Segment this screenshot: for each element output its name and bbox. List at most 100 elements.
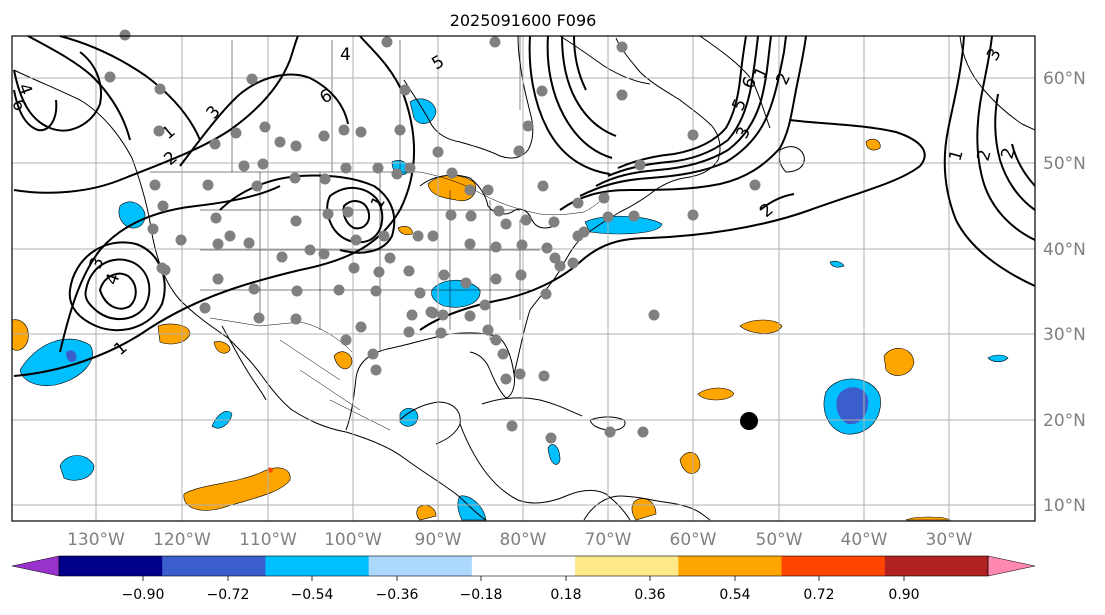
station-marker — [479, 299, 491, 311]
lon-label: 130°W — [67, 530, 125, 550]
station-marker — [338, 124, 350, 136]
station-marker — [572, 197, 584, 209]
station-marker — [403, 265, 415, 277]
lat-label: 60°N — [1043, 69, 1086, 89]
contour-cutoff-low-2 — [84, 258, 151, 320]
station-marker — [490, 241, 502, 253]
map-title: 2025091600 F096 — [450, 11, 597, 30]
coast-south-america — [583, 495, 711, 521]
colorbar-tick-label: −0.90 — [122, 587, 165, 603]
station-marker — [248, 283, 260, 295]
station-marker — [381, 36, 393, 48]
station-marker — [291, 285, 303, 297]
station-marker — [319, 173, 331, 185]
contour-canada-low-west-3 — [561, 35, 617, 137]
contour-trough-3 — [342, 200, 370, 230]
station-marker — [399, 84, 411, 96]
colorbar-tick-label: 0.72 — [803, 587, 834, 603]
lat-label: 50°N — [1043, 154, 1086, 174]
station-marker — [482, 324, 494, 336]
station-marker — [230, 127, 242, 139]
contour-6-canada — [617, 35, 747, 169]
contour-2-canada — [559, 35, 807, 211]
station-marker — [634, 159, 646, 171]
lat-label: 10°N — [1043, 496, 1086, 516]
shade-blue-hudson — [409, 98, 437, 124]
station-marker — [276, 251, 288, 263]
station-marker — [318, 248, 330, 260]
lat-label: 20°N — [1043, 411, 1086, 431]
station-marker — [238, 160, 250, 172]
contour-upper-left-3 — [59, 35, 201, 141]
station-marker — [500, 373, 512, 385]
colorbar-tick-label: −0.54 — [291, 587, 334, 603]
contour-canada-low-west — [528, 35, 611, 175]
lat-label: 30°N — [1043, 325, 1086, 345]
political-borders — [150, 36, 611, 431]
lon-label: 60°W — [670, 530, 717, 550]
shade-orange-west-edge — [11, 319, 29, 351]
station-marker — [548, 216, 560, 228]
lon-label: 120°W — [153, 530, 211, 550]
contour-label: 4 — [340, 45, 351, 65]
contour-label: 2 — [974, 148, 996, 164]
station-marker — [370, 364, 382, 376]
contour-cutoff-low-3 — [98, 272, 137, 310]
border-states-2 — [420, 190, 540, 340]
colorbar-segment — [678, 556, 783, 576]
station-marker — [489, 36, 501, 48]
station-marker — [541, 242, 553, 254]
station-marker — [616, 41, 628, 53]
station-marker — [540, 288, 552, 300]
contour-canada-low-west-2 — [546, 35, 613, 159]
station-marker — [322, 208, 334, 220]
coast-pacific-na — [13, 69, 487, 521]
colorbar-segment — [575, 556, 679, 576]
station-marker — [157, 200, 169, 212]
shade-orange-atl-b — [697, 387, 735, 401]
lon-label: 70°W — [585, 530, 632, 550]
station-marker — [251, 180, 263, 192]
border-canada-provinces — [231, 36, 521, 172]
station-marker — [384, 252, 396, 264]
colorbar-tick-label: −0.36 — [376, 587, 419, 603]
contours — [13, 35, 1036, 377]
coast-hudson-bay — [403, 35, 534, 159]
station-marker — [149, 179, 161, 191]
shade-red-pacific-dot — [268, 467, 273, 473]
shade-orange-mexico-w — [213, 341, 231, 354]
station-marker — [289, 172, 301, 184]
station-marker — [355, 126, 367, 138]
station-marker — [367, 348, 379, 360]
station-marker — [257, 158, 269, 170]
storm-center-marker — [740, 412, 758, 430]
station-marker — [394, 124, 406, 136]
station-marker — [290, 215, 302, 227]
border-us-canada — [150, 171, 611, 216]
station-marker — [304, 244, 316, 256]
station-marker — [340, 334, 352, 346]
coast-atlantic-us — [513, 193, 651, 375]
lat-label: 40°N — [1043, 240, 1086, 260]
contour-label: 2 — [998, 146, 1020, 162]
station-marker — [147, 223, 159, 235]
shade-purple-atlantic-low — [836, 387, 869, 425]
colorbar-segment — [781, 556, 886, 576]
station-marker — [445, 209, 457, 221]
colorbar-tick-label: 0.54 — [719, 587, 750, 603]
contour-greenland-2 — [976, 35, 1036, 241]
shade-blue-caribbean-s — [547, 444, 561, 465]
station-marker — [404, 162, 416, 174]
shade-orange-newfoundland — [865, 138, 881, 151]
coast-canada-east — [615, 37, 721, 195]
station-marker — [628, 210, 640, 222]
station-marker — [406, 309, 418, 321]
shade-orange-gulf — [333, 351, 353, 370]
station-marker — [602, 211, 614, 223]
lon-label: 90°W — [415, 530, 462, 550]
station-marker — [274, 136, 286, 148]
station-marker — [427, 307, 439, 319]
station-marker — [348, 262, 360, 274]
station-marker — [506, 420, 518, 432]
